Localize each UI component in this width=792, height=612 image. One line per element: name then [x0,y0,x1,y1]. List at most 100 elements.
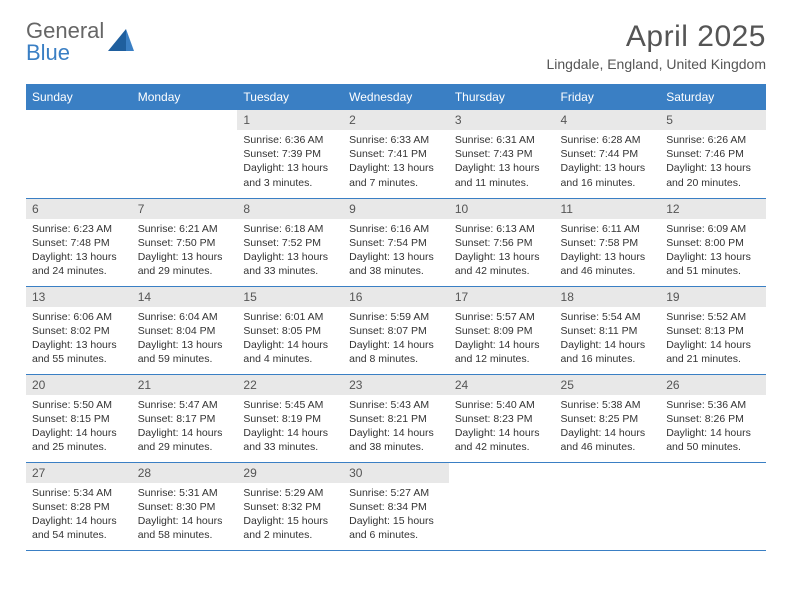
calendar-cell: 27Sunrise: 5:34 AMSunset: 8:28 PMDayligh… [26,462,132,550]
calendar-week-row: 13Sunrise: 6:06 AMSunset: 8:02 PMDayligh… [26,286,766,374]
month-title: April 2025 [547,20,767,54]
day-number: 27 [26,463,132,483]
weekday-header: Monday [132,84,238,110]
day-details: Sunrise: 5:29 AMSunset: 8:32 PMDaylight:… [237,483,343,549]
logo-line1: General [26,20,104,42]
calendar-cell: 21Sunrise: 5:47 AMSunset: 8:17 PMDayligh… [132,374,238,462]
day-number: 18 [555,287,661,307]
day-number: 4 [555,110,661,130]
day-details: Sunrise: 6:28 AMSunset: 7:44 PMDaylight:… [555,130,661,196]
calendar-cell: 14Sunrise: 6:04 AMSunset: 8:04 PMDayligh… [132,286,238,374]
day-number: 3 [449,110,555,130]
calendar-week-row: 27Sunrise: 5:34 AMSunset: 8:28 PMDayligh… [26,462,766,550]
calendar-cell: 16Sunrise: 5:59 AMSunset: 8:07 PMDayligh… [343,286,449,374]
day-details: Sunrise: 5:57 AMSunset: 8:09 PMDaylight:… [449,307,555,373]
day-details: Sunrise: 6:06 AMSunset: 8:02 PMDaylight:… [26,307,132,373]
calendar-cell: 4Sunrise: 6:28 AMSunset: 7:44 PMDaylight… [555,110,661,198]
day-number: 7 [132,199,238,219]
day-number: 22 [237,375,343,395]
day-number: 12 [660,199,766,219]
calendar-head: SundayMondayTuesdayWednesdayThursdayFrid… [26,84,766,110]
day-details: Sunrise: 6:26 AMSunset: 7:46 PMDaylight:… [660,130,766,196]
calendar-cell: 30Sunrise: 5:27 AMSunset: 8:34 PMDayligh… [343,462,449,550]
day-number: 6 [26,199,132,219]
calendar-cell: 23Sunrise: 5:43 AMSunset: 8:21 PMDayligh… [343,374,449,462]
calendar-cell [26,110,132,198]
calendar-cell: 11Sunrise: 6:11 AMSunset: 7:58 PMDayligh… [555,198,661,286]
calendar-cell: 1Sunrise: 6:36 AMSunset: 7:39 PMDaylight… [237,110,343,198]
header: General Blue April 2025 Lingdale, Englan… [26,20,766,72]
day-number: 16 [343,287,449,307]
day-details: Sunrise: 6:33 AMSunset: 7:41 PMDaylight:… [343,130,449,196]
calendar-cell: 12Sunrise: 6:09 AMSunset: 8:00 PMDayligh… [660,198,766,286]
day-details: Sunrise: 5:38 AMSunset: 8:25 PMDaylight:… [555,395,661,461]
weekday-header: Sunday [26,84,132,110]
calendar-cell: 20Sunrise: 5:50 AMSunset: 8:15 PMDayligh… [26,374,132,462]
logo-triangle-icon [108,29,134,56]
day-number: 30 [343,463,449,483]
day-details: Sunrise: 6:36 AMSunset: 7:39 PMDaylight:… [237,130,343,196]
day-details: Sunrise: 6:01 AMSunset: 8:05 PMDaylight:… [237,307,343,373]
calendar-cell: 8Sunrise: 6:18 AMSunset: 7:52 PMDaylight… [237,198,343,286]
day-number: 13 [26,287,132,307]
day-number: 2 [343,110,449,130]
day-number: 21 [132,375,238,395]
day-details: Sunrise: 5:52 AMSunset: 8:13 PMDaylight:… [660,307,766,373]
title-block: April 2025 Lingdale, England, United Kin… [547,20,767,72]
day-details: Sunrise: 6:18 AMSunset: 7:52 PMDaylight:… [237,219,343,285]
day-details: Sunrise: 5:34 AMSunset: 8:28 PMDaylight:… [26,483,132,549]
calendar-cell: 9Sunrise: 6:16 AMSunset: 7:54 PMDaylight… [343,198,449,286]
day-number: 15 [237,287,343,307]
day-details: Sunrise: 5:27 AMSunset: 8:34 PMDaylight:… [343,483,449,549]
calendar-cell: 3Sunrise: 6:31 AMSunset: 7:43 PMDaylight… [449,110,555,198]
day-number: 14 [132,287,238,307]
calendar-table: SundayMondayTuesdayWednesdayThursdayFrid… [26,84,766,551]
day-number: 8 [237,199,343,219]
day-number: 9 [343,199,449,219]
calendar-cell: 10Sunrise: 6:13 AMSunset: 7:56 PMDayligh… [449,198,555,286]
day-details: Sunrise: 6:11 AMSunset: 7:58 PMDaylight:… [555,219,661,285]
weekday-header: Friday [555,84,661,110]
day-details: Sunrise: 5:54 AMSunset: 8:11 PMDaylight:… [555,307,661,373]
calendar-cell: 25Sunrise: 5:38 AMSunset: 8:25 PMDayligh… [555,374,661,462]
day-number: 28 [132,463,238,483]
day-details: Sunrise: 5:31 AMSunset: 8:30 PMDaylight:… [132,483,238,549]
calendar-cell: 13Sunrise: 6:06 AMSunset: 8:02 PMDayligh… [26,286,132,374]
day-number: 17 [449,287,555,307]
day-number: 1 [237,110,343,130]
calendar-week-row: 6Sunrise: 6:23 AMSunset: 7:48 PMDaylight… [26,198,766,286]
weekday-header: Wednesday [343,84,449,110]
day-number: 29 [237,463,343,483]
location: Lingdale, England, United Kingdom [547,56,767,72]
day-number: 5 [660,110,766,130]
calendar-body: 1Sunrise: 6:36 AMSunset: 7:39 PMDaylight… [26,110,766,550]
day-details: Sunrise: 5:43 AMSunset: 8:21 PMDaylight:… [343,395,449,461]
logo-line2: Blue [26,42,104,64]
weekday-header: Thursday [449,84,555,110]
logo: General Blue [26,20,134,64]
day-details: Sunrise: 6:04 AMSunset: 8:04 PMDaylight:… [132,307,238,373]
day-details: Sunrise: 5:50 AMSunset: 8:15 PMDaylight:… [26,395,132,461]
calendar-week-row: 1Sunrise: 6:36 AMSunset: 7:39 PMDaylight… [26,110,766,198]
calendar-cell [555,462,661,550]
calendar-cell: 28Sunrise: 5:31 AMSunset: 8:30 PMDayligh… [132,462,238,550]
day-details: Sunrise: 5:40 AMSunset: 8:23 PMDaylight:… [449,395,555,461]
calendar-cell: 15Sunrise: 6:01 AMSunset: 8:05 PMDayligh… [237,286,343,374]
weekday-row: SundayMondayTuesdayWednesdayThursdayFrid… [26,84,766,110]
day-number: 23 [343,375,449,395]
day-details: Sunrise: 5:47 AMSunset: 8:17 PMDaylight:… [132,395,238,461]
calendar-cell: 6Sunrise: 6:23 AMSunset: 7:48 PMDaylight… [26,198,132,286]
day-details: Sunrise: 5:36 AMSunset: 8:26 PMDaylight:… [660,395,766,461]
day-details: Sunrise: 6:21 AMSunset: 7:50 PMDaylight:… [132,219,238,285]
calendar-cell: 18Sunrise: 5:54 AMSunset: 8:11 PMDayligh… [555,286,661,374]
day-details: Sunrise: 5:45 AMSunset: 8:19 PMDaylight:… [237,395,343,461]
weekday-header: Saturday [660,84,766,110]
calendar-week-row: 20Sunrise: 5:50 AMSunset: 8:15 PMDayligh… [26,374,766,462]
calendar-cell: 24Sunrise: 5:40 AMSunset: 8:23 PMDayligh… [449,374,555,462]
calendar-cell: 22Sunrise: 5:45 AMSunset: 8:19 PMDayligh… [237,374,343,462]
day-details: Sunrise: 6:09 AMSunset: 8:00 PMDaylight:… [660,219,766,285]
calendar-cell: 5Sunrise: 6:26 AMSunset: 7:46 PMDaylight… [660,110,766,198]
day-number: 11 [555,199,661,219]
day-details: Sunrise: 6:23 AMSunset: 7:48 PMDaylight:… [26,219,132,285]
day-details: Sunrise: 6:16 AMSunset: 7:54 PMDaylight:… [343,219,449,285]
